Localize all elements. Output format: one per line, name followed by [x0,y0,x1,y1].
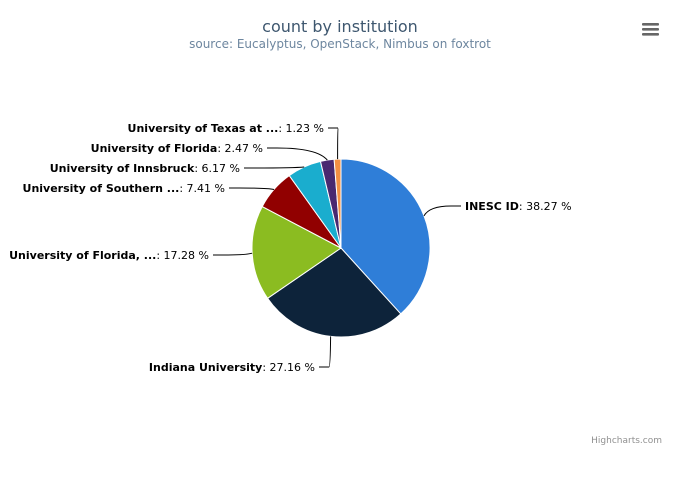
export-menu-button[interactable] [636,16,666,42]
data-label-name: University of Texas at ... [128,122,279,135]
data-label-name: University of Southern ... [23,182,180,195]
label-connector-7 [328,127,339,160]
pie-slice-1[interactable] [340,158,431,315]
data-label-value: : 17.28 % [156,249,209,262]
data-label-value: : 6.17 % [194,162,240,175]
data-label-value: : 1.23 % [278,122,324,135]
label-connector-4 [229,187,275,190]
data-label-value: : 7.41 % [179,182,225,195]
data-label-1: INESC ID: 38.27 % [465,200,572,213]
data-label-6: University of Florida: 2.47 % [91,142,263,155]
pie-slice-3[interactable] [251,206,342,299]
data-label-value: : 27.16 % [262,361,315,374]
data-label-value: : 2.47 % [217,142,263,155]
label-connectors [213,127,461,368]
label-connector-5 [244,166,305,169]
data-labels: INESC ID: 38.27 % Indiana University: 27.… [9,122,571,374]
chart-subtitle: source: Eucalyptus, OpenStack, Nimbus on… [189,37,491,51]
label-connector-3 [213,252,253,256]
pie-slice-2[interactable] [267,247,402,338]
label-connector-2 [319,336,332,368]
menu-icon [642,23,659,36]
data-label-name: Indiana University [149,361,262,374]
data-label-4: University of Southern ...: 7.41 % [23,182,225,195]
data-label-name: INESC ID [465,200,519,213]
chart-title: count by institution [262,17,418,36]
label-connector-6 [267,147,328,161]
data-label-7: University of Texas at ...: 1.23 % [128,122,324,135]
data-label-2: Indiana University: 27.16 % [149,361,315,374]
pie-slices [251,158,431,338]
data-label-name: University of Florida [91,142,218,155]
data-label-value: : 38.27 % [519,200,572,213]
credits-link[interactable]: Highcharts.com [591,436,662,446]
data-label-5: University of Innsbruck: 6.17 % [50,162,240,175]
data-label-name: University of Innsbruck [50,162,195,175]
label-connector-1 [423,205,461,217]
data-label-name: University of Florida, ... [9,249,156,262]
data-label-3: University of Florida, ...: 17.28 % [9,249,209,262]
